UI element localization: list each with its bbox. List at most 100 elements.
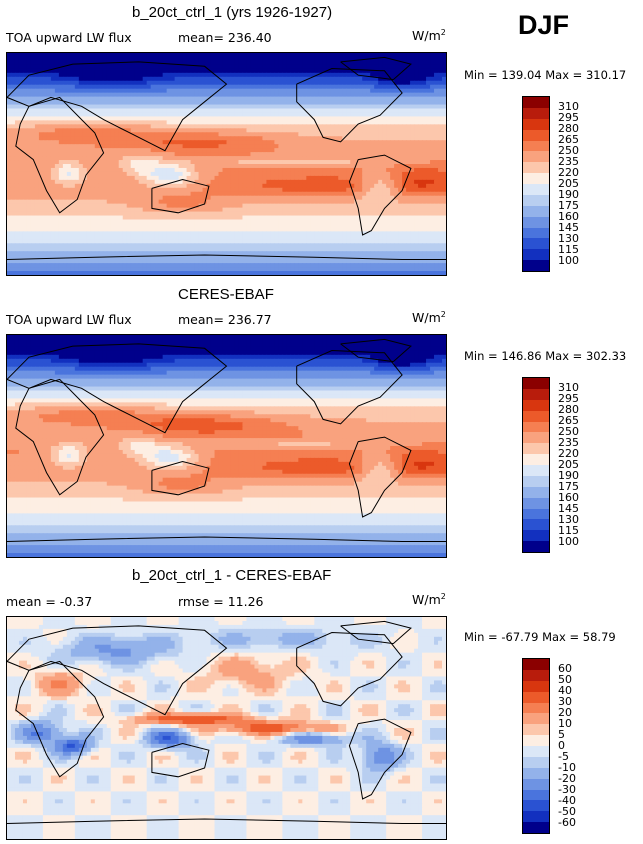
map-cell xyxy=(334,92,339,98)
map-cell xyxy=(142,231,148,236)
map-cell xyxy=(398,156,403,161)
map-cell xyxy=(62,124,68,129)
map-cell xyxy=(206,76,212,82)
map-cell xyxy=(226,132,232,137)
map-cell xyxy=(382,64,387,70)
map-cell xyxy=(306,92,311,98)
map-cell xyxy=(402,167,407,173)
map-cell xyxy=(306,207,311,213)
map-cell xyxy=(206,140,212,145)
map-cell xyxy=(346,160,351,165)
map-cell xyxy=(226,96,232,102)
map-cell xyxy=(242,183,248,189)
map-cell xyxy=(238,156,244,161)
map-cell xyxy=(110,195,116,201)
map-cell xyxy=(70,207,76,213)
map-cell xyxy=(202,104,208,110)
map-cell xyxy=(366,64,371,70)
map-cell xyxy=(418,100,423,106)
map-cell xyxy=(26,92,32,98)
map-cell xyxy=(54,148,60,153)
map-cell xyxy=(354,100,359,106)
map-cell xyxy=(82,167,88,173)
map-cell xyxy=(390,223,395,229)
map-cell xyxy=(214,53,220,58)
map-cell xyxy=(154,72,160,78)
map-cell xyxy=(378,88,383,94)
map-cell xyxy=(298,152,303,157)
map-cell xyxy=(110,128,116,133)
map-cell xyxy=(90,88,96,94)
map-cell xyxy=(394,183,399,189)
map-cell xyxy=(14,112,20,118)
map-cell xyxy=(378,76,383,82)
map-cell xyxy=(154,68,160,74)
map-cell xyxy=(234,211,240,217)
map-cell xyxy=(58,72,64,78)
map-cell xyxy=(398,191,403,197)
map-cell xyxy=(374,100,379,106)
map-cell xyxy=(346,164,351,169)
map-cell xyxy=(378,207,383,213)
map-cell xyxy=(170,96,176,102)
map-cell xyxy=(250,112,256,118)
map-cell xyxy=(406,100,411,106)
map-cell xyxy=(38,164,44,169)
map-cell xyxy=(138,108,144,114)
map-cell xyxy=(394,203,399,209)
map-cell xyxy=(354,144,359,149)
map-cell xyxy=(350,199,355,205)
map-cell xyxy=(258,167,264,173)
map-cell xyxy=(98,203,104,209)
map-cell xyxy=(186,60,192,66)
map-cell xyxy=(426,148,431,153)
map-cell xyxy=(226,160,232,165)
map-cell xyxy=(38,160,44,165)
map-cell xyxy=(334,76,339,82)
map-cell xyxy=(122,195,128,201)
map-cell xyxy=(226,199,232,205)
map-cell xyxy=(114,100,120,106)
map-cell xyxy=(306,68,311,74)
map-cell xyxy=(114,223,120,229)
map-cell xyxy=(222,88,228,94)
map-cell xyxy=(274,80,279,86)
map-cell xyxy=(394,132,399,137)
map-cell xyxy=(286,191,291,197)
map-cell xyxy=(254,171,260,177)
map-cell xyxy=(134,60,140,66)
map-cell xyxy=(74,179,80,185)
map-cell xyxy=(358,175,363,181)
map-cell xyxy=(226,120,232,125)
map-cell xyxy=(122,167,128,173)
map-cell xyxy=(342,56,347,62)
map-cell xyxy=(46,215,52,221)
map-cell xyxy=(442,167,446,173)
map-cell xyxy=(146,167,152,173)
map-cell xyxy=(234,195,240,201)
map-cell xyxy=(226,152,232,157)
map-cell xyxy=(62,148,68,153)
map-cell xyxy=(314,164,319,169)
map-cell xyxy=(130,96,136,102)
map-cell xyxy=(118,64,124,70)
map-cell xyxy=(70,183,76,189)
map-cell xyxy=(290,156,295,161)
map-cell xyxy=(386,64,391,70)
map-cell xyxy=(46,104,52,110)
map-cell xyxy=(186,108,192,114)
map-cell xyxy=(274,76,279,82)
map-cell xyxy=(214,88,220,94)
map-cell xyxy=(294,227,299,232)
map-cell xyxy=(50,100,56,106)
map-cell xyxy=(210,53,216,58)
map-cell xyxy=(78,215,84,221)
map-cell xyxy=(438,167,443,173)
map-cell xyxy=(238,108,244,114)
map-cell xyxy=(258,80,264,86)
map-cell xyxy=(194,219,200,225)
map-cell xyxy=(334,215,339,221)
map-cell xyxy=(62,76,68,82)
map-cell xyxy=(26,112,32,118)
map-cell xyxy=(434,88,439,94)
